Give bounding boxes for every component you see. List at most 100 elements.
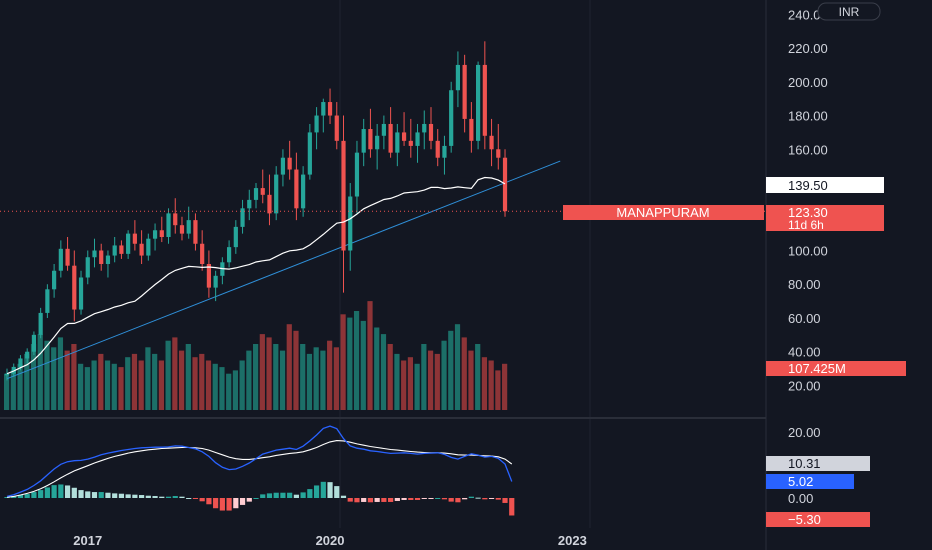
candle bbox=[38, 312, 43, 335]
candle bbox=[4, 373, 10, 376]
candle bbox=[301, 174, 306, 209]
candle bbox=[166, 213, 171, 238]
volume-bar bbox=[239, 360, 245, 410]
candle bbox=[502, 157, 508, 212]
countdown-label: 11d 6h bbox=[788, 218, 824, 232]
volume-bar bbox=[448, 330, 454, 410]
volume-bar bbox=[313, 347, 319, 410]
histogram-bar bbox=[502, 498, 508, 503]
histogram-bar bbox=[172, 496, 178, 498]
histogram-bar bbox=[118, 493, 125, 498]
volume-bar bbox=[91, 360, 97, 410]
candle bbox=[435, 140, 440, 158]
candle bbox=[253, 188, 259, 200]
candle bbox=[401, 132, 407, 141]
histogram-bar bbox=[388, 498, 394, 502]
price-tick-label: 100.00 bbox=[788, 244, 828, 259]
candle bbox=[496, 149, 501, 158]
volume-bar bbox=[104, 360, 111, 410]
histogram-bar bbox=[401, 498, 407, 500]
volume-bar bbox=[353, 311, 360, 410]
candle bbox=[422, 123, 427, 133]
histogram-bar bbox=[145, 495, 151, 498]
price-axis[interactable]: 20.00 40.00 60.00 80.00 100.00 160.00 180.00 20… bbox=[788, 7, 828, 393]
volume-label: 107.425M bbox=[788, 361, 846, 376]
macd-axis[interactable]: 0.00 20.00 bbox=[788, 425, 821, 506]
histogram-bar bbox=[64, 485, 71, 498]
currency-badge[interactable] bbox=[817, 2, 881, 21]
volume-bar bbox=[273, 344, 279, 410]
volume-bar bbox=[226, 373, 232, 410]
candle bbox=[206, 263, 211, 288]
volume-bar bbox=[44, 340, 50, 410]
volume-bar bbox=[475, 344, 481, 410]
candle bbox=[455, 64, 461, 91]
volume-bar bbox=[495, 370, 501, 410]
volume-bar bbox=[125, 357, 131, 410]
histogram-bar bbox=[132, 494, 138, 498]
volume-bar bbox=[71, 344, 77, 410]
volume-bar bbox=[111, 363, 117, 410]
histogram-bar bbox=[441, 498, 448, 500]
candle bbox=[65, 248, 70, 266]
time-axis[interactable]: 2017 2020 2023 bbox=[73, 533, 587, 548]
volume-bar bbox=[374, 327, 380, 410]
volume-bar bbox=[427, 350, 434, 410]
volume-bar bbox=[145, 347, 151, 410]
volume-bar bbox=[185, 344, 191, 410]
volume-bar bbox=[320, 350, 326, 410]
candle bbox=[139, 243, 144, 256]
volume-bar bbox=[414, 363, 420, 410]
volume-bar bbox=[340, 314, 346, 410]
histogram-bar bbox=[233, 498, 239, 509]
volume-bar bbox=[158, 360, 164, 410]
candle bbox=[213, 275, 218, 288]
histogram-bar bbox=[347, 498, 353, 502]
histogram-bar bbox=[273, 492, 279, 498]
candle bbox=[186, 220, 191, 234]
trendline[interactable] bbox=[6, 160, 561, 380]
volume-bar bbox=[165, 340, 171, 410]
histogram-bar bbox=[300, 492, 306, 498]
candle bbox=[233, 226, 238, 248]
volume-bar bbox=[293, 330, 299, 410]
volume-bar bbox=[488, 360, 494, 410]
price-tick-label: 60.00 bbox=[788, 311, 821, 326]
histogram-bar bbox=[428, 498, 434, 499]
candle bbox=[105, 255, 111, 264]
histogram-bar bbox=[31, 492, 37, 498]
histogram-bar bbox=[260, 494, 266, 498]
histogram-bar bbox=[280, 492, 286, 498]
histogram-bar bbox=[213, 498, 219, 509]
volume-bar bbox=[421, 344, 427, 410]
candle bbox=[321, 102, 326, 116]
candle bbox=[462, 64, 467, 119]
candle bbox=[354, 152, 360, 197]
histogram-bar bbox=[293, 494, 299, 498]
histogram-bar bbox=[38, 490, 44, 498]
volume-bar bbox=[57, 337, 64, 410]
price-tick-label: 160.00 bbox=[788, 142, 828, 157]
candle bbox=[408, 140, 413, 146]
volume-bar bbox=[441, 340, 447, 410]
volume-bar bbox=[212, 363, 218, 410]
histogram-bar bbox=[414, 498, 421, 500]
candle bbox=[274, 174, 279, 214]
volume-bar bbox=[434, 353, 440, 410]
histogram-bar bbox=[71, 487, 77, 498]
volume-bar bbox=[178, 350, 185, 410]
volume-bar bbox=[118, 367, 124, 410]
symbol-tag bbox=[563, 205, 764, 220]
histogram-bar bbox=[408, 498, 414, 500]
candle bbox=[240, 208, 245, 227]
histogram-bar bbox=[468, 496, 474, 498]
volume-bar bbox=[306, 353, 313, 410]
candle bbox=[361, 129, 366, 153]
price-tick-label: 80.00 bbox=[788, 277, 821, 292]
histogram-value-label: −5.30 bbox=[788, 512, 821, 527]
candle bbox=[92, 250, 97, 258]
candle bbox=[260, 188, 265, 195]
histogram-bar bbox=[91, 492, 98, 498]
volume-bar bbox=[98, 353, 104, 410]
